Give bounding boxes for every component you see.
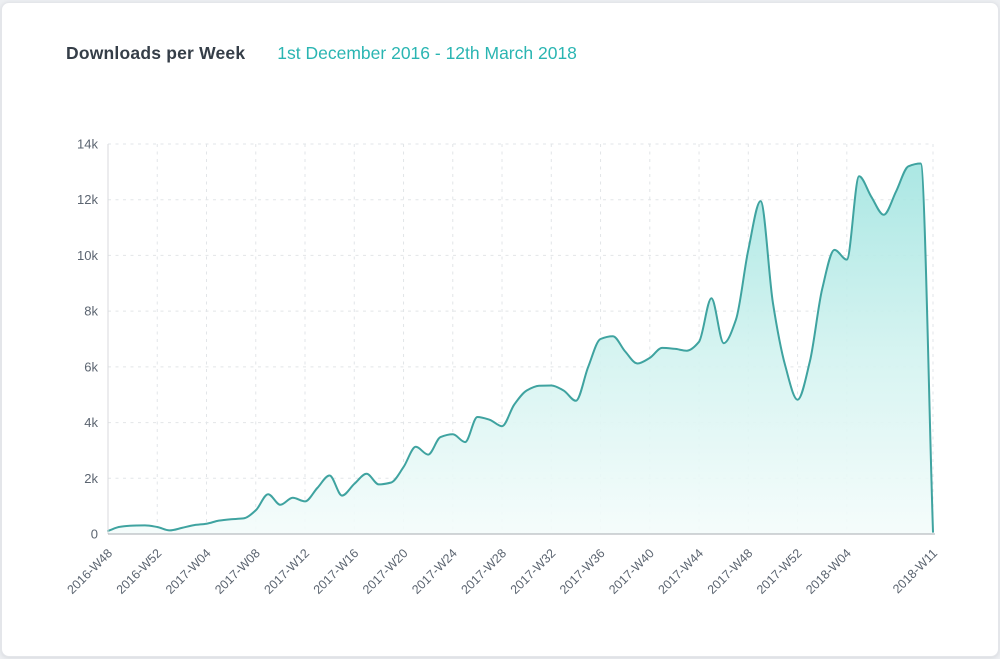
y-tick-label: 4k: [84, 415, 98, 430]
x-tick-label: 2017-W16: [311, 546, 362, 597]
x-tick-label: 2017-W08: [212, 546, 263, 597]
y-tick-label: 14k: [77, 137, 98, 152]
x-tick-label: 2017-W24: [409, 546, 460, 597]
x-tick-label: 2017-W12: [261, 546, 312, 597]
y-tick-label: 8k: [84, 304, 98, 319]
x-tick-label: 2018-W11: [890, 546, 940, 596]
x-axis-labels: 2016-W482016-W522017-W042017-W082017-W12…: [64, 546, 940, 597]
y-tick-label: 2k: [84, 471, 98, 486]
area-fill: [108, 163, 933, 534]
area-line: [107, 162, 934, 533]
x-tick-label: 2017-W04: [163, 546, 214, 597]
x-tick-label: 2016-W48: [64, 546, 115, 597]
page-title: Downloads per Week: [66, 43, 246, 63]
chart-header: Downloads per Week 1st December 2016 - 1…: [66, 43, 577, 64]
date-range: 1st December 2016 - 12th March 2018: [277, 43, 577, 63]
x-tick-label: 2017-W36: [557, 546, 608, 597]
y-tick-label: 10k: [77, 248, 98, 263]
x-tick-label: 2017-W20: [360, 546, 411, 597]
y-axis-labels: 0 2k 4k 6k 8k 10k 12k 14k: [77, 137, 98, 542]
x-tick-label: 2017-W28: [458, 546, 509, 597]
x-tick-label: 2017-W44: [655, 546, 706, 597]
y-tick-label: 12k: [77, 192, 98, 207]
x-tick-label: 2017-W32: [508, 546, 559, 597]
x-tick-label: 2018-W04: [803, 546, 854, 597]
x-tick-label: 2017-W48: [705, 546, 756, 597]
x-tick-label: 2016-W52: [114, 546, 165, 597]
y-tick-label: 0: [91, 527, 98, 542]
x-tick-label: 2017-W52: [754, 546, 805, 597]
y-tick-label: 6k: [84, 359, 98, 374]
downloads-area-chart: 02k4k6k8k10k12k14k2016-W482016-W522017-W…: [64, 137, 940, 597]
x-tick-label: 2017-W40: [606, 546, 657, 597]
